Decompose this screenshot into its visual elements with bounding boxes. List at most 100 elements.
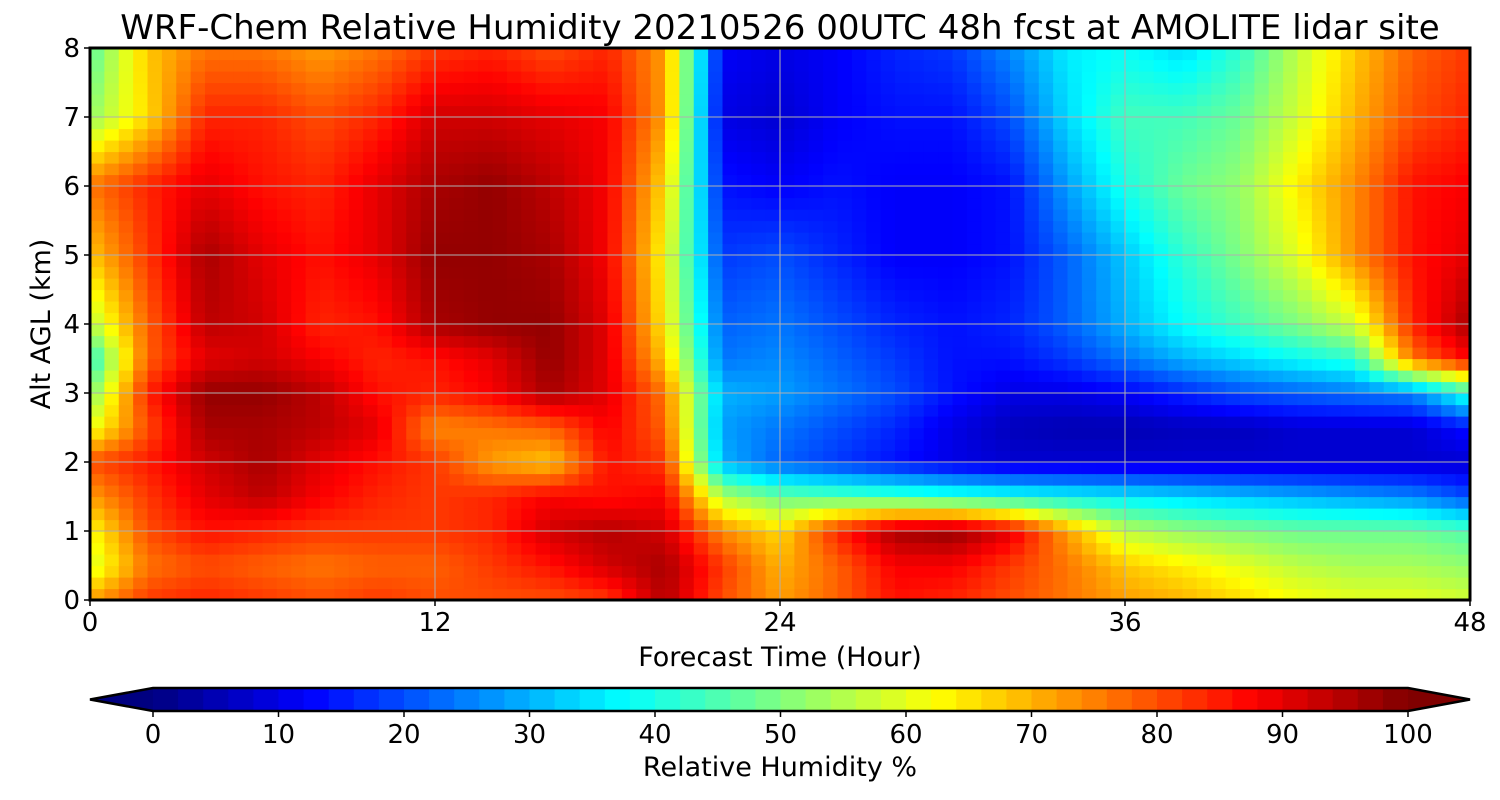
heatmap-cell	[1398, 255, 1414, 268]
heatmap-cell	[650, 128, 666, 141]
heatmap-cell	[1038, 209, 1054, 222]
heatmap-cell	[219, 266, 235, 279]
heatmap-cell	[564, 485, 580, 498]
heatmap-cell	[391, 59, 407, 72]
heatmap-cell	[104, 393, 120, 406]
heatmap-cell	[104, 427, 120, 440]
heatmap-cell	[377, 565, 393, 578]
heatmap-cell	[636, 393, 652, 406]
heatmap-cell	[492, 94, 508, 107]
heatmap-cell	[435, 186, 450, 199]
heatmap-cell	[435, 117, 450, 130]
heatmap-cell	[1153, 312, 1169, 325]
heatmap-cell	[966, 151, 982, 164]
heatmap-cell	[406, 197, 422, 210]
heatmap-cell	[406, 186, 422, 199]
heatmap-cell	[736, 427, 752, 440]
heatmap-cell	[1081, 140, 1097, 153]
heatmap-cell	[276, 163, 292, 176]
heatmap-cell	[1254, 439, 1270, 452]
heatmap-cell	[161, 324, 177, 337]
heatmap-cell	[506, 105, 522, 118]
heatmap-cell	[478, 301, 494, 314]
heatmap-cell	[636, 117, 652, 130]
heatmap-cell	[205, 301, 220, 314]
heatmap-cell	[1340, 347, 1356, 360]
heatmap-cell	[1125, 588, 1140, 600]
heatmap-cell	[1096, 324, 1112, 337]
heatmap-cell	[1283, 220, 1299, 233]
heatmap-cell	[722, 531, 738, 544]
heatmap-cell	[981, 404, 997, 417]
heatmap-cell	[478, 519, 494, 532]
heatmap-cell	[233, 301, 249, 314]
heatmap-cell	[176, 243, 192, 256]
heatmap-cell	[650, 519, 666, 532]
heatmap-cell	[866, 531, 882, 544]
heatmap-cell	[190, 140, 206, 153]
heatmap-cell	[1355, 209, 1370, 222]
heatmap-cell	[1311, 174, 1327, 187]
heatmap-cell	[550, 48, 565, 61]
heatmap-cell	[837, 209, 853, 222]
heatmap-cell	[435, 473, 450, 486]
heatmap-cell	[895, 220, 910, 233]
heatmap-cell	[506, 427, 522, 440]
heatmap-cell	[1139, 71, 1155, 84]
heatmap-cell	[377, 243, 393, 256]
heatmap-cell	[866, 151, 882, 164]
heatmap-cell	[1455, 416, 1470, 429]
heatmap-cell	[463, 324, 479, 337]
heatmap-cell	[1196, 140, 1212, 153]
heatmap-cell	[320, 105, 335, 118]
heatmap-cell	[1268, 565, 1284, 578]
heatmap-cell	[1225, 94, 1241, 107]
heatmap-cell	[1297, 381, 1313, 394]
heatmap-cell	[1369, 220, 1385, 233]
heatmap-cell	[578, 404, 594, 417]
heatmap-cell	[1168, 278, 1184, 291]
heatmap-cell	[262, 243, 278, 256]
heatmap-cell	[1024, 312, 1040, 325]
heatmap-cell	[1355, 186, 1370, 199]
heatmap-cell	[837, 186, 853, 199]
heatmap-cell	[751, 358, 767, 371]
heatmap-cell	[636, 554, 652, 567]
heatmap-cell	[679, 519, 695, 532]
heatmap-cell	[708, 462, 724, 475]
heatmap-cell	[147, 416, 163, 429]
heatmap-cell	[104, 209, 120, 222]
heatmap-cell	[722, 186, 738, 199]
heatmap-cell	[808, 381, 824, 394]
heatmap-cell	[1211, 508, 1227, 521]
heatmap-cell	[923, 450, 939, 463]
heatmap-cell	[607, 163, 623, 176]
heatmap-cell	[895, 393, 910, 406]
heatmap-cell	[262, 174, 278, 187]
heatmap-cell	[621, 381, 637, 394]
heatmap-cell	[593, 577, 609, 590]
heatmap-cell	[535, 59, 551, 72]
heatmap-cell	[1168, 197, 1184, 210]
heatmap-cell	[851, 105, 867, 118]
heatmap-cell	[1067, 105, 1083, 118]
heatmap-cell	[564, 416, 580, 429]
heatmap-cell	[1211, 404, 1227, 417]
heatmap-cell	[1283, 358, 1299, 371]
heatmap-cell	[564, 450, 580, 463]
heatmap-cell	[1182, 473, 1198, 486]
heatmap-cell	[492, 59, 508, 72]
heatmap-cell	[550, 473, 565, 486]
heatmap-cell	[248, 289, 264, 302]
heatmap-cell	[478, 439, 494, 452]
heatmap-cell	[1067, 151, 1083, 164]
heatmap-cell	[966, 577, 982, 590]
heatmap-cell	[880, 496, 896, 509]
heatmap-cell	[995, 289, 1011, 302]
heatmap-cell	[420, 381, 436, 394]
heatmap-cell	[578, 82, 594, 95]
heatmap-cell	[348, 197, 364, 210]
heatmap-cell	[909, 186, 925, 199]
heatmap-cell	[780, 508, 795, 521]
heatmap-cell	[406, 393, 422, 406]
